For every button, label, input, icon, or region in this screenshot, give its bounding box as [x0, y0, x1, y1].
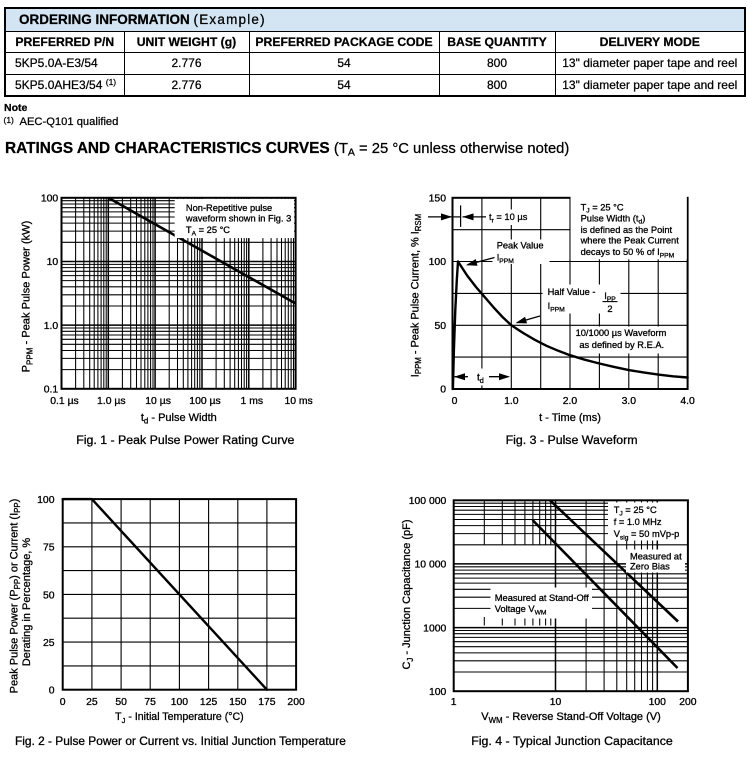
svg-text:td - Pulse Width: td - Pulse Width	[141, 412, 217, 426]
svg-text:Voltage VWM: Voltage VWM	[495, 604, 547, 616]
svg-text:4.0: 4.0	[680, 396, 695, 407]
svg-text:100: 100	[171, 697, 189, 708]
svg-text:where the Peak Current: where the Peak Current	[580, 236, 680, 246]
svg-text:Non-Repetitive pulse: Non-Repetitive pulse	[186, 203, 272, 213]
svg-text:IPPM: IPPM	[497, 253, 515, 265]
svg-text:tr = 10 µs: tr = 10 µs	[489, 212, 528, 224]
svg-text:TJ = 25 °C: TJ = 25 °C	[581, 202, 624, 214]
svg-text:100: 100	[429, 257, 447, 268]
svg-text:50: 50	[434, 321, 446, 332]
svg-text:Fig. 4 - Typical Junction Capa: Fig. 4 - Typical Junction Capacitance	[471, 734, 673, 748]
svg-text:100: 100	[649, 697, 667, 708]
svg-text:25: 25	[86, 697, 98, 708]
svg-text:t - Time (ms): t - Time (ms)	[539, 412, 601, 424]
svg-text:100: 100	[37, 495, 55, 506]
svg-text:2.0: 2.0	[563, 396, 578, 407]
svg-text:Fig. 1 - Peak Pulse Power Rati: Fig. 1 - Peak Pulse Power Rating Curve	[76, 433, 294, 447]
svg-text:10/1000 µs Waveform: 10/1000 µs Waveform	[576, 328, 667, 338]
svg-text:10: 10	[47, 257, 59, 268]
svg-text:0: 0	[60, 697, 66, 708]
svg-text:25: 25	[43, 638, 55, 649]
svg-text:100: 100	[41, 194, 59, 205]
svg-text:75: 75	[43, 543, 55, 554]
svg-text:1.0 µs: 1.0 µs	[97, 396, 126, 407]
svg-text:as defined by R.E.A.: as defined by R.E.A.	[579, 340, 664, 350]
svg-text:TJ - Initial Temperature (°C): TJ - Initial Temperature (°C)	[115, 711, 244, 725]
svg-text:TA = 25 °C: TA = 25 °C	[186, 225, 230, 237]
svg-text:0.1: 0.1	[44, 385, 59, 396]
svg-text:0: 0	[440, 385, 446, 396]
svg-text:50: 50	[43, 590, 55, 601]
svg-text:1: 1	[451, 697, 457, 708]
svg-text:2: 2	[607, 304, 612, 314]
svg-text:Fig. 3 - Pulse Waveform: Fig. 3 - Pulse Waveform	[506, 433, 638, 447]
svg-text:waveform shown in Fig. 3: waveform shown in Fig. 3	[185, 214, 291, 224]
svg-text:200: 200	[679, 697, 697, 708]
svg-text:Peak Pulse Power (PPP) or Curr: Peak Pulse Power (PPP) or Current (IPP)	[8, 499, 22, 694]
svg-text:VWM - Reverse Stand-Off Voltag: VWM - Reverse Stand-Off Voltage (V)	[481, 711, 661, 725]
svg-text:is defined as the Point: is defined as the Point	[581, 225, 673, 235]
svg-text:50: 50	[115, 697, 127, 708]
svg-text:Peak Value: Peak Value	[497, 241, 544, 251]
svg-text:10 000: 10 000	[415, 560, 447, 571]
svg-text:3.0: 3.0	[622, 396, 637, 407]
svg-text:Measured at Stand-Off: Measured at Stand-Off	[495, 593, 589, 603]
svg-text:Measured at: Measured at	[630, 551, 682, 561]
svg-text:PPPM - Peak Pulse Power (kW): PPPM - Peak Pulse Power (kW)	[21, 221, 35, 373]
svg-text:Derating in Percentage, %: Derating in Percentage, %	[21, 538, 33, 667]
svg-text:IPPM: IPPM	[548, 301, 566, 313]
svg-text:0: 0	[452, 396, 458, 407]
svg-text:Half Value -: Half Value -	[548, 287, 596, 297]
svg-text:f = 1.0 MHz: f = 1.0 MHz	[614, 517, 662, 527]
svg-text:1000: 1000	[423, 623, 446, 634]
svg-text:125: 125	[200, 697, 218, 708]
svg-text:1.0: 1.0	[44, 321, 59, 332]
svg-text:150: 150	[229, 697, 247, 708]
svg-text:100: 100	[429, 687, 447, 698]
svg-text:decays to 50 % of IPPM: decays to 50 % of IPPM	[581, 247, 675, 259]
svg-text:CJ - Junction Capacitance (pF): CJ - Junction Capacitance (pF)	[401, 519, 415, 669]
svg-text:0: 0	[49, 686, 55, 697]
svg-text:75: 75	[144, 697, 156, 708]
svg-text:Vsig = 50 mVp-p: Vsig = 50 mVp-p	[614, 529, 680, 541]
svg-text:1.0: 1.0	[504, 396, 519, 407]
svg-text:Fig. 2 - Pulse Power or Curren: Fig. 2 - Pulse Power or Current vs. Init…	[15, 734, 346, 748]
svg-text:IPP: IPP	[604, 291, 616, 303]
svg-text:IPPM - Peak Pulse Current, % I: IPPM - Peak Pulse Current, % IRSM	[410, 214, 424, 377]
svg-text:10: 10	[550, 697, 562, 708]
svg-text:0.1 µs: 0.1 µs	[50, 396, 79, 407]
svg-text:175: 175	[258, 697, 276, 708]
svg-text:TJ = 25 °C: TJ = 25 °C	[614, 505, 657, 517]
svg-text:Zero Bias: Zero Bias	[630, 562, 670, 572]
svg-text:td: td	[477, 372, 484, 385]
svg-text:100 µs: 100 µs	[189, 396, 220, 407]
svg-text:Pulse Width (td): Pulse Width (td)	[581, 213, 646, 225]
svg-text:100 000: 100 000	[409, 496, 447, 507]
svg-text:1 ms: 1 ms	[241, 396, 264, 407]
svg-text:10 µs: 10 µs	[145, 396, 171, 407]
svg-text:150: 150	[429, 194, 447, 205]
svg-text:200: 200	[287, 697, 305, 708]
svg-text:10 ms: 10 ms	[284, 396, 312, 407]
